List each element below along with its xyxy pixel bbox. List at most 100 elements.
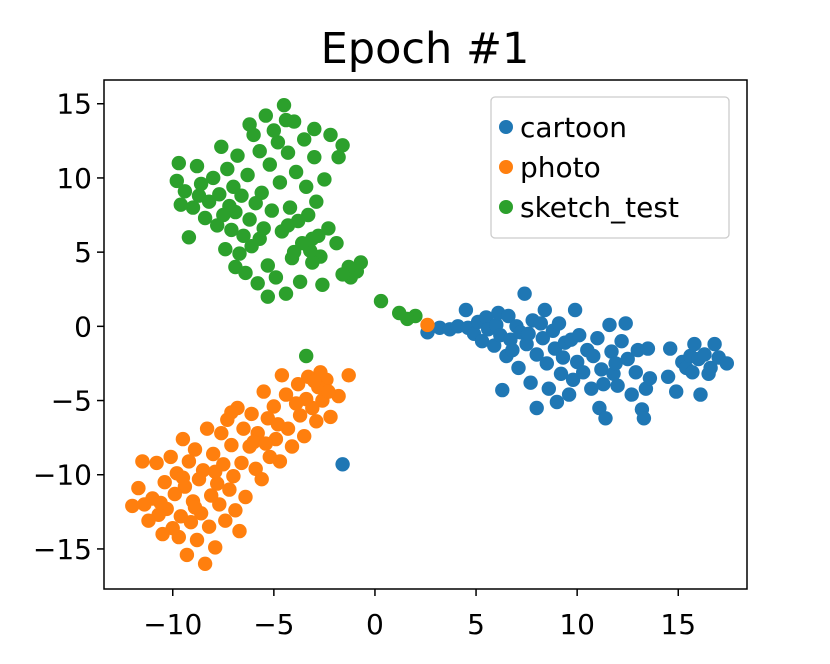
point-photo [256, 384, 271, 399]
y-axis: 15 10 5 0 −5 −10 −15 [33, 88, 104, 566]
point-photo [175, 470, 191, 485]
point-sketch-test [270, 135, 286, 150]
point-cartoon [495, 382, 510, 398]
point-photo [135, 454, 150, 469]
point-sketch-test [331, 150, 346, 165]
point-cartoon [610, 378, 625, 393]
point-sketch-test [171, 155, 186, 171]
point-sketch-test [266, 123, 281, 138]
point-cartoon [458, 302, 474, 318]
point-cartoon [529, 400, 544, 416]
legend-marker-cartoon [499, 120, 513, 134]
point-sketch-test [220, 161, 235, 177]
point-sketch-test [181, 230, 197, 245]
point-sketch-test [210, 218, 225, 233]
point-cartoon [479, 310, 494, 325]
point-photo [197, 556, 213, 571]
point-photo [155, 526, 170, 542]
point-photo [288, 396, 304, 411]
point-sketch-test [218, 242, 233, 257]
point-cartoon [594, 362, 609, 377]
point-sketch-test [236, 228, 251, 243]
point-photo [187, 500, 203, 515]
point-sketch-test [299, 348, 314, 364]
point-photo [292, 408, 308, 423]
point-sketch-test [212, 187, 227, 202]
x-tick-label: 5 [467, 608, 485, 641]
point-photo [270, 417, 286, 432]
point-photo [214, 426, 229, 441]
point-photo [226, 469, 241, 484]
point-cartoon [636, 411, 652, 426]
point-photo [284, 439, 300, 454]
point-sketch-test [335, 267, 350, 282]
point-sketch-test [286, 244, 302, 260]
y-tick-label: 5 [74, 236, 92, 269]
point-cartoon [660, 369, 676, 384]
point-photo [224, 405, 239, 420]
point-photo [199, 421, 215, 436]
point-photo [258, 436, 273, 451]
point-sketch-test [173, 197, 188, 212]
data-points [125, 98, 734, 571]
point-photo [208, 464, 223, 479]
point-sketch-test [392, 305, 407, 321]
point-sketch-test [242, 117, 257, 132]
point-sketch-test [224, 222, 239, 238]
point-photo [254, 472, 269, 487]
point-sketch-test [373, 293, 389, 309]
point-photo [307, 374, 322, 389]
x-tick-label: 15 [660, 608, 696, 641]
point-cartoon [608, 356, 623, 371]
point-photo [232, 523, 247, 539]
point-cartoon [687, 336, 702, 352]
y-tick-label: 10 [56, 162, 92, 195]
point-sketch-test [309, 194, 324, 209]
point-sketch-test [228, 259, 243, 275]
point-sketch-test [297, 132, 312, 147]
point-sketch-test [282, 200, 298, 215]
point-sketch-test [329, 236, 344, 251]
point-sketch-test [264, 203, 279, 218]
point-sketch-test [258, 108, 273, 123]
point-sketch-test [335, 138, 350, 153]
point-cartoon [584, 381, 599, 396]
point-sketch-test [260, 258, 275, 273]
point-photo [149, 455, 164, 471]
point-cartoon [501, 308, 516, 324]
point-cartoon [549, 394, 565, 410]
point-cartoon [537, 302, 552, 318]
point-cartoon [474, 334, 490, 349]
point-sketch-test [292, 274, 308, 289]
point-photo [246, 434, 261, 450]
legend-marker-sketch-test [499, 200, 513, 214]
point-sketch-test [268, 270, 284, 285]
point-photo [201, 519, 217, 534]
point-cartoon [521, 326, 536, 341]
point-photo [137, 497, 152, 512]
point-cartoon [511, 360, 526, 376]
point-cartoon [685, 365, 700, 380]
point-cartoon [693, 387, 708, 402]
point-cartoon [561, 387, 577, 402]
y-tick-label: 15 [56, 88, 92, 121]
point-sketch-test [305, 231, 320, 246]
point-photo [187, 442, 203, 457]
point-photo [224, 437, 239, 453]
point-sketch-test [242, 212, 257, 227]
point-cartoon [576, 365, 591, 380]
point-photo [321, 384, 336, 399]
point-photo [210, 476, 225, 491]
x-tick-label: −10 [143, 608, 202, 641]
point-sketch-test [323, 127, 338, 143]
point-photo [323, 409, 338, 425]
point-cartoon [529, 347, 544, 362]
point-cartoon [551, 316, 567, 331]
point-cartoon [596, 377, 611, 392]
point-sketch-test [254, 185, 269, 200]
point-cartoon [586, 348, 601, 364]
y-tick-label: −5 [51, 385, 92, 418]
point-photo [274, 368, 290, 383]
y-tick-label: −10 [33, 459, 92, 492]
